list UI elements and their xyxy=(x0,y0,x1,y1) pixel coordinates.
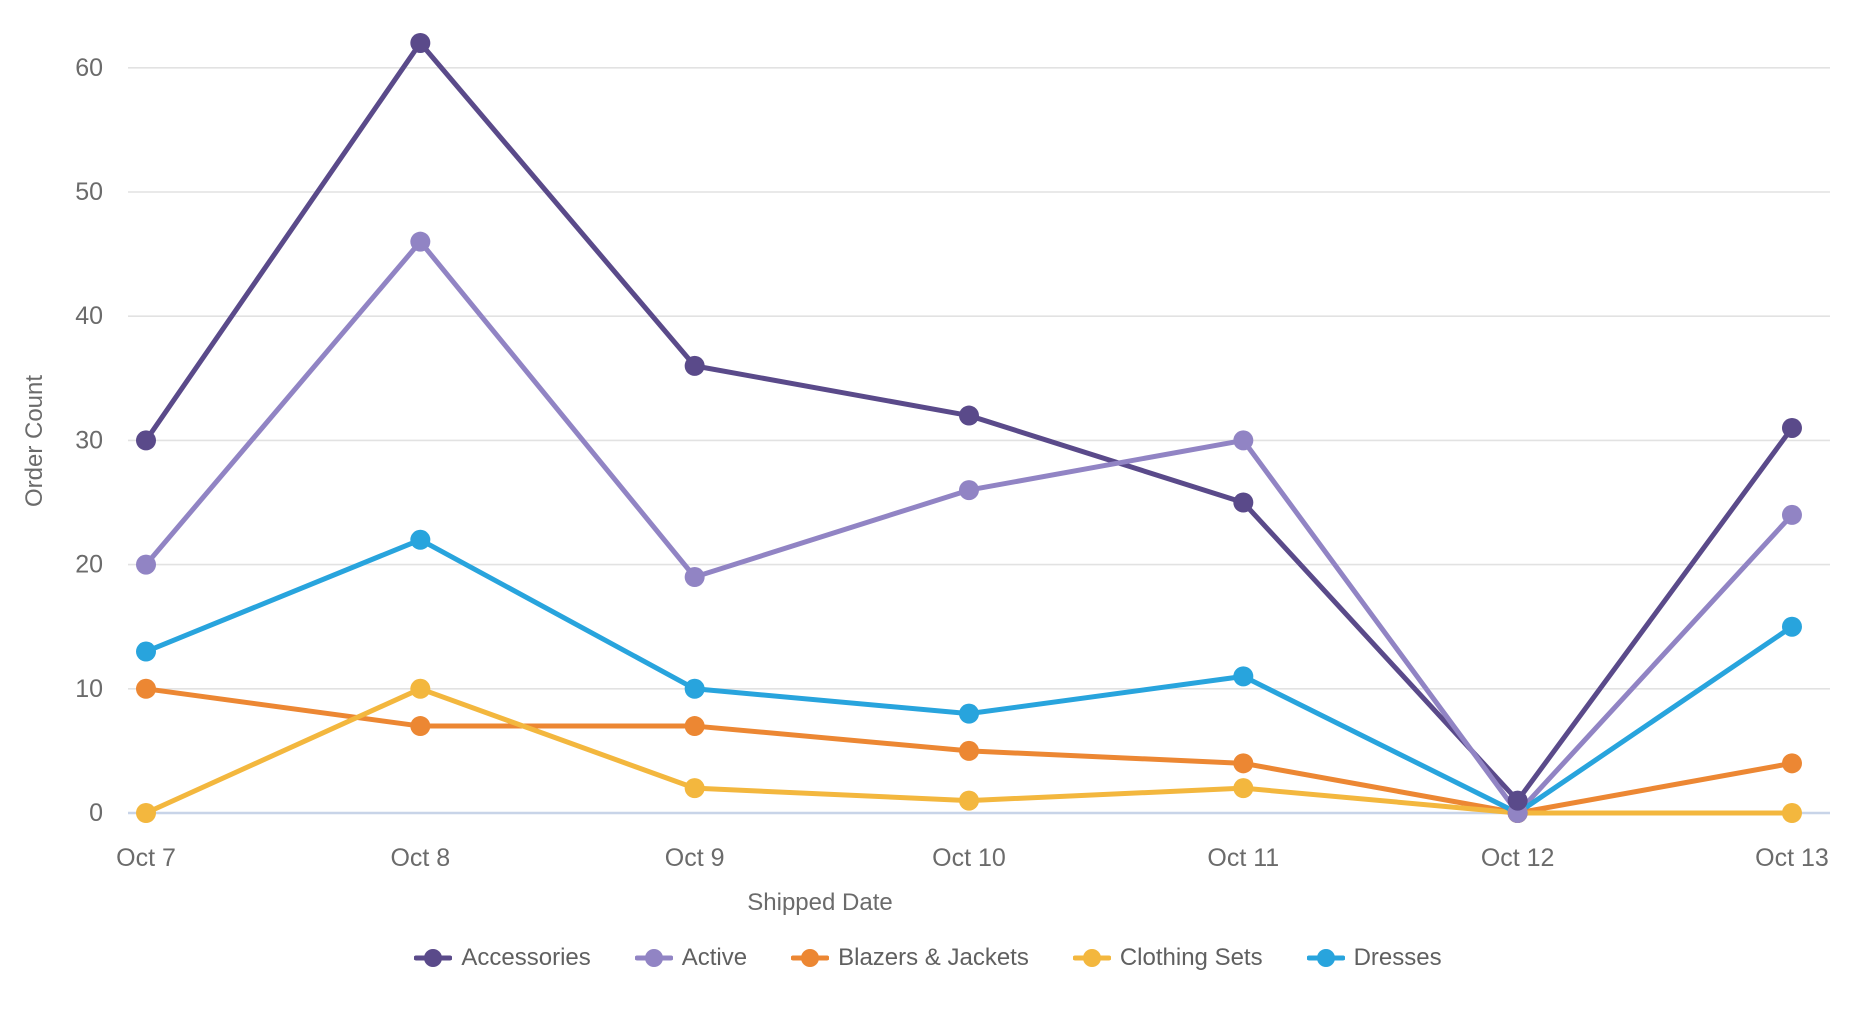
data-point-blazers-jackets[interactable] xyxy=(410,716,431,737)
data-point-clothing-sets[interactable] xyxy=(1233,778,1254,799)
data-point-clothing-sets[interactable] xyxy=(136,803,156,823)
data-point-active[interactable] xyxy=(136,554,156,575)
y-tick-label: 60 xyxy=(75,54,103,82)
legend-label: Accessories xyxy=(461,944,591,971)
data-point-active[interactable] xyxy=(410,231,431,252)
legend-item-active[interactable]: Active xyxy=(634,944,748,971)
legend-label: Blazers & Jackets xyxy=(838,944,1029,971)
data-point-blazers-jackets[interactable] xyxy=(1233,753,1254,774)
data-point-active[interactable] xyxy=(1233,430,1254,451)
series-lines xyxy=(143,40,1795,816)
y-tick-label: 40 xyxy=(75,302,103,330)
data-point-accessories[interactable] xyxy=(958,405,979,426)
x-tick-label: Oct 10 xyxy=(932,844,1006,872)
legend-item-accessories[interactable]: Accessories xyxy=(414,944,591,971)
legend-item-clothing-sets[interactable]: Clothing Sets xyxy=(1072,944,1263,971)
y-tick-label: 30 xyxy=(75,426,103,454)
data-point-clothing-sets[interactable] xyxy=(958,790,979,811)
data-point-dresses[interactable] xyxy=(410,529,431,550)
y-tick-label: 50 xyxy=(75,178,103,206)
series-line-active xyxy=(143,239,1795,816)
y-tick-label: 10 xyxy=(75,675,103,703)
x-tick-label: Oct 11 xyxy=(1207,844,1279,872)
data-point-dresses[interactable] xyxy=(684,678,705,699)
data-point-blazers-jackets[interactable] xyxy=(958,740,979,761)
x-tick-label: Oct 9 xyxy=(665,844,725,872)
legend-label: Active xyxy=(681,944,748,971)
data-point-accessories[interactable] xyxy=(684,355,705,376)
data-point-accessories[interactable] xyxy=(1233,492,1254,513)
legend-marker-active-icon xyxy=(634,949,673,967)
legend-marker-dresses-icon xyxy=(1306,949,1345,967)
x-axis-title: Shipped Date xyxy=(747,889,892,916)
data-point-blazers-jackets[interactable] xyxy=(1781,753,1802,774)
data-point-accessories[interactable] xyxy=(1781,417,1802,438)
data-point-active[interactable] xyxy=(958,480,979,501)
data-point-clothing-sets[interactable] xyxy=(410,678,431,699)
legend-marker-accessories-icon xyxy=(414,949,453,967)
data-point-active[interactable] xyxy=(1781,504,1802,525)
data-point-dresses[interactable] xyxy=(1233,666,1254,687)
legend-label: Clothing Sets xyxy=(1119,944,1263,971)
x-axis-labels: Oct 7 Oct 8 Oct 9 Oct 10 Oct 11 Oct 12 Oct 13 xyxy=(116,844,1829,872)
data-point-accessories[interactable] xyxy=(136,430,156,451)
legend-marker-clothing-sets-icon xyxy=(1072,949,1111,967)
chart-plot-area: Order Count Shipped Date 0 10 20 30 40 50 60 Oc… xyxy=(21,32,1830,916)
data-point-blazers-jackets[interactable] xyxy=(136,678,156,699)
data-point-active[interactable] xyxy=(684,567,705,588)
x-tick-label: Oct 12 xyxy=(1481,844,1555,872)
legend-item-dresses[interactable]: Dresses xyxy=(1306,944,1442,971)
y-tick-label: 0 xyxy=(89,799,103,827)
y-tick-label: 20 xyxy=(75,551,103,579)
data-point-dresses[interactable] xyxy=(958,703,979,724)
series-line-dresses xyxy=(143,537,1795,816)
data-point-dresses[interactable] xyxy=(136,641,156,662)
legend-item-blazers-jackets[interactable]: Blazers & Jackets xyxy=(791,946,1029,970)
chart-legend: Accessories Active Blazers & Jackets Clothi… xyxy=(0,937,1856,979)
x-tick-label: Oct 8 xyxy=(390,844,450,872)
data-point-dresses[interactable] xyxy=(1781,616,1802,637)
series-dots xyxy=(136,32,1802,823)
y-axis-title: Order Count xyxy=(21,375,48,507)
legend-label: Dresses xyxy=(1353,944,1442,971)
data-point-blazers-jackets[interactable] xyxy=(684,716,705,737)
data-point-clothing-sets[interactable] xyxy=(1781,803,1802,823)
x-tick-label: Oct 13 xyxy=(1755,844,1829,872)
data-point-accessories[interactable] xyxy=(1507,790,1528,811)
legend-marker-blazers-jackets-icon xyxy=(791,949,830,967)
data-point-accessories[interactable] xyxy=(410,32,431,53)
x-tick-label: Oct 7 xyxy=(116,844,176,872)
data-point-clothing-sets[interactable] xyxy=(684,778,705,799)
